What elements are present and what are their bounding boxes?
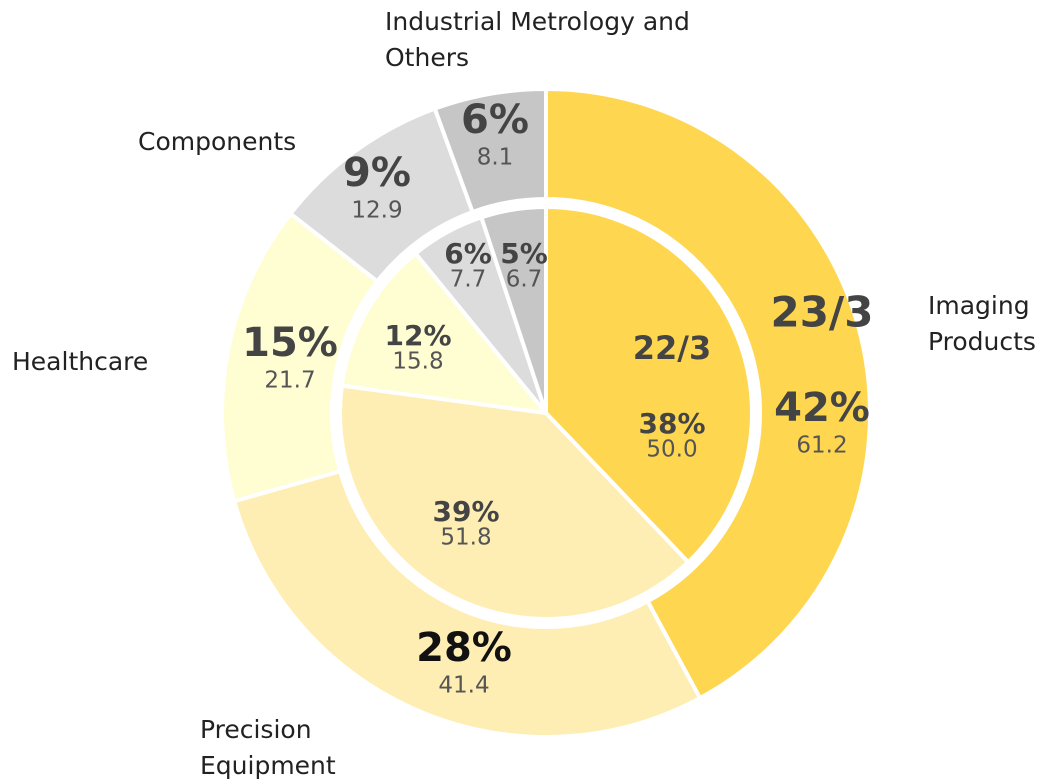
percentage-label: 42% — [774, 385, 870, 431]
percentage-label: 38% — [638, 407, 705, 440]
slice — [231, 468, 703, 739]
value-label: 12.9 — [351, 198, 402, 224]
percentage-label: 6% — [461, 97, 529, 143]
chart-title: 23/3 — [770, 288, 873, 337]
chart-title: 22/3 — [633, 329, 711, 367]
category-label: Precision Equipment — [200, 715, 336, 780]
value-label: 41.4 — [438, 673, 489, 699]
slice — [544, 86, 872, 701]
percentage-label: 15% — [242, 320, 338, 366]
category-label: Imaging Products — [928, 291, 1036, 356]
category-label: Healthcare — [12, 347, 149, 376]
percentage-label: 6% — [444, 237, 492, 270]
value-label: 51.8 — [440, 525, 491, 551]
value-label: 21.7 — [264, 368, 315, 394]
percentage-label: 39% — [432, 495, 499, 528]
slice — [339, 250, 551, 416]
slice — [432, 86, 548, 215]
value-label: 6.7 — [506, 267, 543, 293]
category-label: Industrial Metrology and Others — [385, 7, 690, 72]
category-label: Components — [138, 127, 297, 156]
percentage-label: 5% — [500, 237, 548, 270]
percentage-label: 12% — [384, 319, 451, 352]
slice — [478, 204, 548, 414]
percentage-label: 9% — [343, 150, 411, 196]
percentage-label: 28% — [416, 625, 512, 671]
slice — [544, 204, 754, 565]
value-label: 61.2 — [796, 433, 847, 459]
value-label: 50.0 — [646, 437, 697, 463]
slice — [338, 383, 691, 621]
value-label: 15.8 — [392, 349, 443, 375]
value-label: 7.7 — [450, 267, 487, 293]
value-label: 8.1 — [477, 145, 514, 171]
